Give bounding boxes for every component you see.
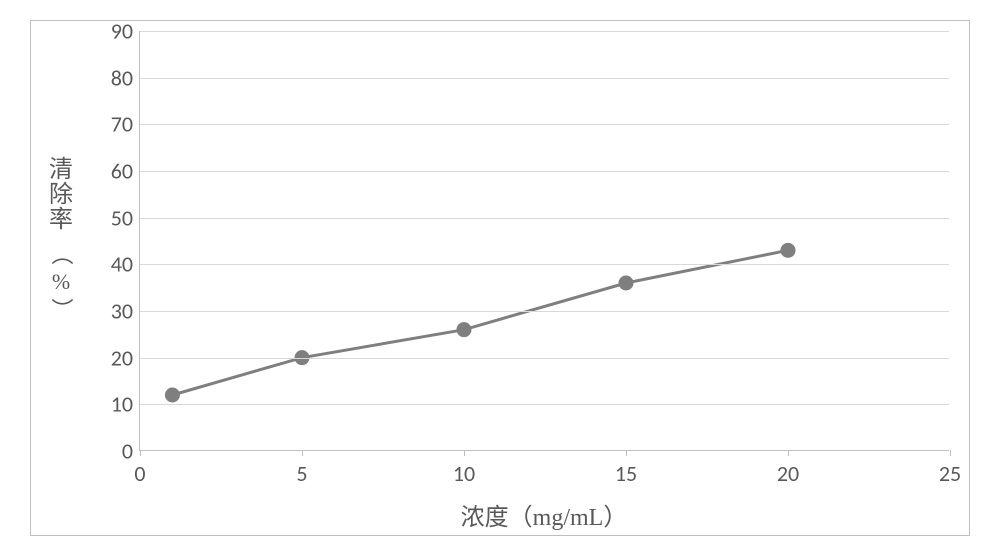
y-axis-label-main-char2: 除 — [49, 182, 73, 208]
gridline — [140, 124, 949, 125]
data-point-marker — [165, 388, 179, 402]
gridline — [140, 358, 949, 359]
y-axis-label-main-char3: 率 — [49, 207, 73, 233]
y-tick-label: 0 — [122, 438, 133, 465]
x-tick-mark — [464, 450, 465, 456]
gridline — [140, 404, 949, 405]
x-tick-mark — [140, 450, 141, 456]
y-tick-label: 60 — [111, 158, 133, 185]
y-tick-label: 90 — [111, 18, 133, 45]
gridline — [140, 78, 949, 79]
y-tick-label: 80 — [111, 64, 133, 91]
x-tick-label: 20 — [777, 460, 799, 487]
y-axis-label-main: 清 除 率 — [49, 158, 73, 234]
y-tick-label: 30 — [111, 298, 133, 325]
x-tick-label: 15 — [615, 460, 637, 487]
data-point-marker — [781, 243, 795, 257]
y-tick-label: 10 — [111, 391, 133, 418]
x-tick-mark — [788, 450, 789, 456]
series-line — [172, 250, 788, 395]
chart-series-svg — [140, 31, 949, 450]
x-tick-label: 5 — [296, 460, 307, 487]
gridline — [140, 171, 949, 172]
x-tick-label: 10 — [453, 460, 475, 487]
x-tick-mark — [950, 450, 951, 456]
chart-outer-frame: 清 除 率 （%） 0102030405060708090 0510152025… — [30, 20, 970, 536]
y-axis-tick-labels: 0102030405060708090 — [85, 21, 133, 461]
y-tick-label: 40 — [111, 251, 133, 278]
x-tick-mark — [302, 450, 303, 456]
y-tick-label: 70 — [111, 111, 133, 138]
y-axis-label-unit: （%） — [49, 243, 72, 324]
x-tick-mark — [626, 450, 627, 456]
plot-area: 0510152025 — [139, 31, 949, 451]
gridline — [140, 31, 949, 32]
data-point-marker — [619, 276, 633, 290]
y-tick-label: 50 — [111, 204, 133, 231]
data-point-marker — [457, 323, 471, 337]
gridline — [140, 264, 949, 265]
x-tick-label: 25 — [939, 460, 961, 487]
gridline — [140, 311, 949, 312]
y-axis-label: 清 除 率 （%） — [41, 21, 81, 461]
x-tick-label: 0 — [134, 460, 145, 487]
y-tick-label: 20 — [111, 344, 133, 371]
y-axis-label-main-char1: 清 — [49, 157, 73, 183]
x-axis-label: 浓度（mg/mL） — [139, 497, 949, 532]
gridline — [140, 218, 949, 219]
